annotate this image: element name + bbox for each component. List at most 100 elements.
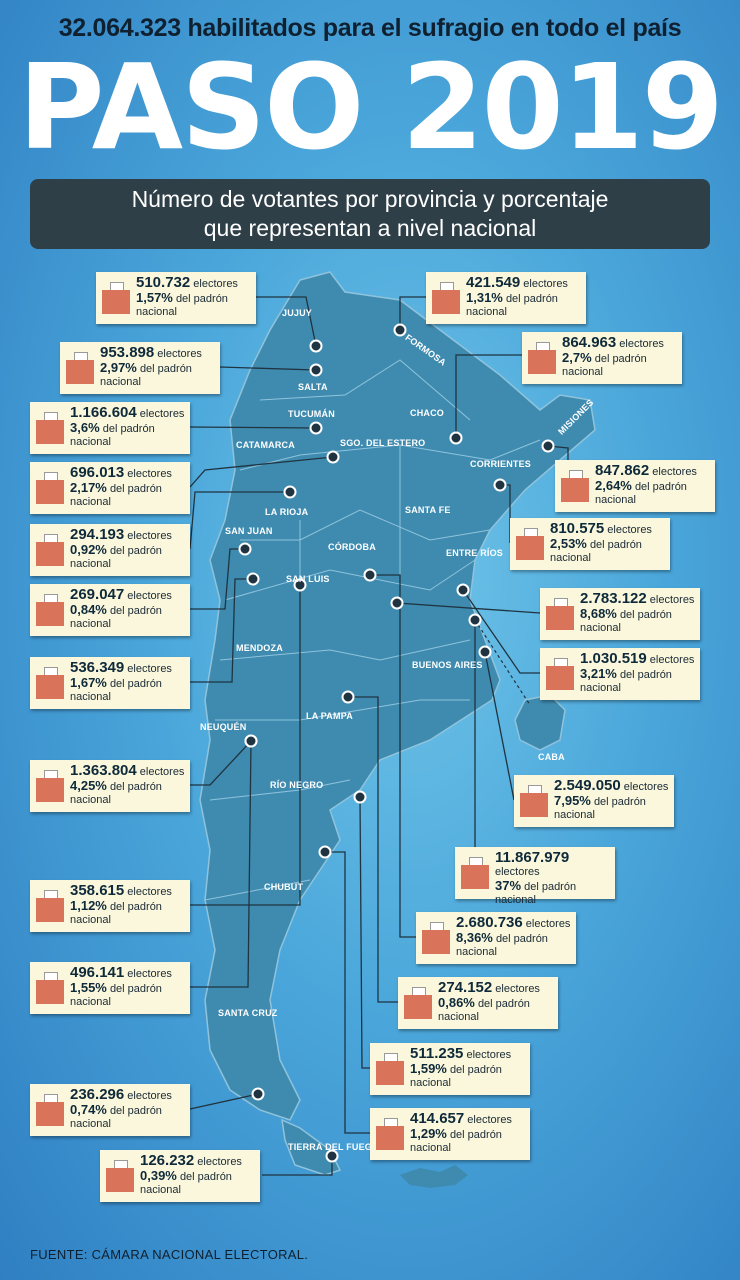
percent-value: 0,86% <box>438 995 475 1010</box>
card-chubut: 414.657 electores 1,29% del padrón naciona… <box>370 1108 530 1160</box>
nacional-label: nacional <box>456 946 497 958</box>
electores-unit: electores <box>466 1049 512 1061</box>
card-sgo_estero: 696.013 electores 2,17% del padrón naciona… <box>30 462 190 514</box>
connector-santa_cruz <box>189 1093 259 1110</box>
ballot-box-icon <box>528 342 556 374</box>
nacional-label: nacional <box>495 894 536 906</box>
electores-unit: electores <box>127 663 172 675</box>
padron-label: del padrón <box>524 881 577 893</box>
ballot-box-icon <box>36 594 64 626</box>
ballot-box-icon <box>66 352 94 384</box>
province-label-chaco: CHACO <box>410 408 444 418</box>
nacional-label: nacional <box>70 436 111 448</box>
province-label-neuquen: NEUQUÉN <box>200 722 247 732</box>
card-tierra_fuego: 126.232 electores 0,39% del padrón naciona… <box>100 1150 260 1202</box>
electores-value: 358.615 <box>70 882 125 899</box>
electores-value: 294.193 <box>70 526 125 543</box>
ballot-box-icon <box>376 1053 404 1085</box>
percent-value: 8,36% <box>456 930 493 945</box>
electores-value: 496.141 <box>70 964 125 981</box>
ballot-box-icon <box>36 472 64 504</box>
electores-value: 274.152 <box>438 979 493 996</box>
card-la_rioja: 269.047 electores 0,84% del padrón naciona… <box>30 584 190 636</box>
card-corrientes: 810.575 electores 2,53% del padrón naciona… <box>510 518 670 570</box>
province-label-caba: CABA <box>538 752 565 762</box>
dot-formosa <box>393 323 407 337</box>
percent-value: 1,29% <box>410 1126 447 1141</box>
card-san_luis: 358.615 electores 1,12% del padrón naciona… <box>30 880 190 932</box>
province-label-jujuy: JUJUY <box>282 308 313 318</box>
padron-label: del padrón <box>593 796 646 808</box>
dot-caba <box>478 645 492 659</box>
province-label-tierra_fuego: TIERRA DEL FUEGO <box>288 1142 380 1152</box>
connector-sgo_estero <box>189 456 334 488</box>
electores-value: 696.013 <box>70 464 125 481</box>
header-subtitle: 32.064.323 habilitados para el sufragio … <box>58 14 682 42</box>
dot-chubut <box>318 845 332 859</box>
nacional-label: nacional <box>410 1142 451 1154</box>
padron-label: del padrón <box>619 609 672 621</box>
card-salta: 953.898 electores 2,97% del padrón naciona… <box>60 342 220 394</box>
connector-lines <box>189 296 569 1176</box>
electores-value: 421.549 <box>466 274 521 291</box>
connector-mendoza <box>190 740 252 786</box>
padron-label: del padrón <box>179 1171 232 1183</box>
ballot-box-icon <box>36 534 64 566</box>
padron-label: del padrón <box>449 1064 502 1076</box>
electores-unit: electores <box>139 408 185 420</box>
dot-sgo_estero <box>326 450 340 464</box>
padron-label: del padrón <box>102 423 155 435</box>
padron-label: del padrón <box>109 983 162 995</box>
electores-unit: electores <box>127 530 172 542</box>
percent-value: 2,97% <box>100 360 137 375</box>
dot-salta <box>309 363 323 377</box>
percent-value: 1,57% <box>136 290 173 305</box>
electores-value: 864.963 <box>562 334 617 351</box>
percent-value: 0,74% <box>70 1102 107 1117</box>
connector-catamarca <box>189 491 290 550</box>
subtitle-line-1: Número de votantes por provincia y porce… <box>131 186 609 212</box>
electores-unit: electores <box>193 278 238 290</box>
percent-value: 2,17% <box>70 480 107 495</box>
electores-value: 847.862 <box>595 462 650 479</box>
percent-value: 3,6% <box>70 420 100 435</box>
nacional-label: nacional <box>70 996 111 1008</box>
electores-unit: electores <box>649 594 695 606</box>
padron-label: del padrón <box>175 293 228 305</box>
percent-value: 2,53% <box>550 536 587 551</box>
ballot-box-icon <box>432 282 460 314</box>
padron-label: del padrón <box>139 363 192 375</box>
nacional-label: nacional <box>70 914 111 926</box>
connector-misiones <box>547 445 569 460</box>
location-dots <box>238 323 555 1163</box>
province-label-tucuman: TUCUMÁN <box>288 409 335 419</box>
percent-value: 4,25% <box>70 778 107 793</box>
padron-label: del padrón <box>477 998 530 1010</box>
electores-unit: electores <box>525 918 571 930</box>
padron-label: del padrón <box>109 1105 162 1117</box>
padron-label: del padrón <box>109 483 162 495</box>
connector-jujuy <box>256 296 317 347</box>
card-la_pampa: 274.152 electores 0,86% del padrón naciona… <box>398 977 558 1029</box>
dot-neuquen <box>244 734 258 748</box>
electores-value: 536.349 <box>70 659 125 676</box>
province-label-salta: SALTA <box>298 382 328 392</box>
padron-label: del padrón <box>589 539 642 551</box>
card-formosa: 421.549 electores 1,31% del padrón naciona… <box>426 272 586 324</box>
percent-value: 1,55% <box>70 980 107 995</box>
province-label-cordoba: CÓRDOBA <box>328 542 376 552</box>
nacional-label: nacional <box>70 618 111 630</box>
percent-value: 1,12% <box>70 898 107 913</box>
ballot-box-icon <box>36 412 64 444</box>
percent-value: 8,68% <box>580 606 617 621</box>
province-label-san_juan: SAN JUAN <box>225 526 273 536</box>
electores-unit: electores <box>652 466 697 478</box>
electores-unit: electores <box>495 866 540 878</box>
percent-value: 2,7% <box>562 350 592 365</box>
connector-formosa <box>399 296 426 330</box>
ballot-box-icon <box>36 667 64 699</box>
padron-label: del padrón <box>449 1129 502 1141</box>
malvinas-shape <box>400 1165 468 1188</box>
nacional-label: nacional <box>136 306 177 318</box>
ballot-box-icon <box>461 857 489 889</box>
